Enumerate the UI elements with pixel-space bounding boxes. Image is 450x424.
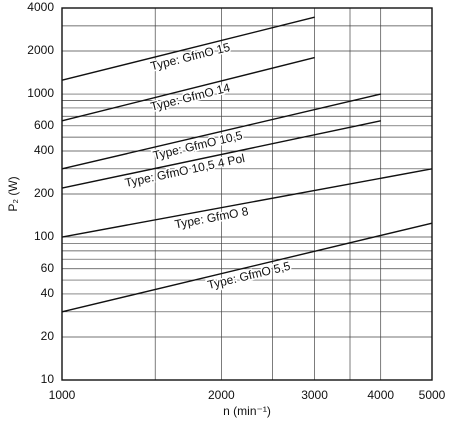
y-tick-label: 10 <box>41 372 55 386</box>
data-line <box>61 93 381 170</box>
y-tick-label: 1000 <box>27 86 54 100</box>
series-label: Type: GfmO 5,5 <box>206 259 292 292</box>
series-label: Type: GfmO 8 <box>173 204 249 231</box>
series-label: Type: GfmO 15 <box>149 40 232 73</box>
y-tick-label: 40 <box>41 286 55 300</box>
x-tick-label: 3000 <box>301 388 328 402</box>
x-tick-label: 4000 <box>367 388 394 402</box>
data-line <box>61 168 433 238</box>
series-label: Type: GfmO 14 <box>149 80 232 113</box>
x-axis-label: n (min⁻¹) <box>223 404 271 418</box>
y-tick-label: 2000 <box>27 43 54 57</box>
data-line <box>61 120 381 189</box>
data-line <box>61 16 315 81</box>
y-axis-label: P₂ (W) <box>6 176 20 211</box>
data-line <box>61 56 315 122</box>
x-tick-label: 1000 <box>49 388 76 402</box>
y-tick-label: 100 <box>34 229 54 243</box>
y-tick-label: 200 <box>34 186 54 200</box>
y-tick-label: 20 <box>41 329 55 343</box>
y-tick-label: 600 <box>34 118 54 132</box>
data-line <box>61 222 433 313</box>
x-tick-label: 2000 <box>208 388 235 402</box>
plot-frame <box>61 7 433 381</box>
x-tick-label: 5000 <box>419 388 446 402</box>
y-tick-label: 400 <box>34 143 54 157</box>
y-tick-label: 60 <box>41 261 55 275</box>
y-tick-label: 4000 <box>27 0 54 14</box>
